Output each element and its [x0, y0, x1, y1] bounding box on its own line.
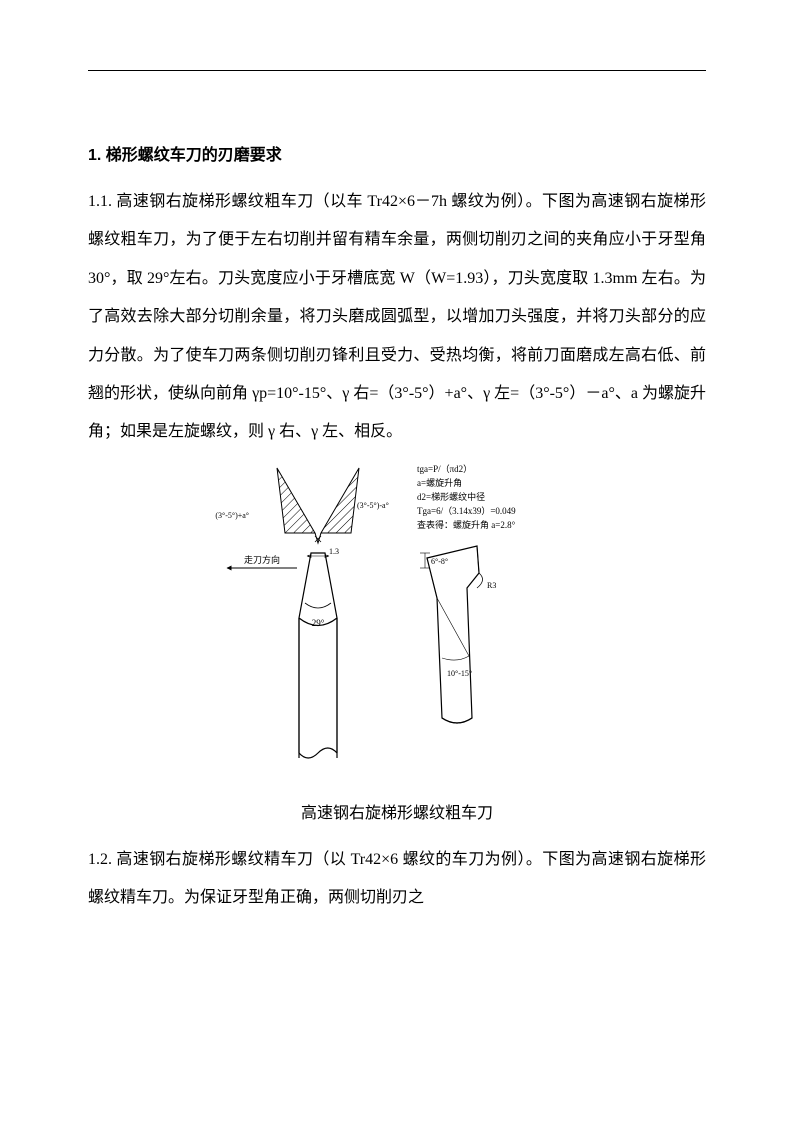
tip-width-label: 1.3: [329, 547, 339, 556]
svg-text:Tga=6/（3.14x39）=0.049: Tga=6/（3.14x39）=0.049: [417, 506, 516, 516]
tip-angle-label: 29°: [312, 618, 325, 628]
top-rule: [88, 70, 706, 71]
tip-angle-arc: [305, 603, 331, 608]
svg-text:6°-8°: 6°-8°: [431, 557, 448, 566]
tool-body-left-view: [299, 553, 337, 758]
svg-text:a=螺旋升角: a=螺旋升角: [417, 477, 462, 488]
figure-container: (3°-5°)+a° (3°-5°)-a° 走刀方向 1.3: [88, 458, 706, 831]
paragraph-2: 1.2. 高速钢右旋梯形螺纹精车刀（以 Tr42×6 螺纹的车刀为例）。下图为高…: [88, 841, 706, 918]
tool-diagram: (3°-5°)+a° (3°-5°)-a° 走刀方向 1.3: [207, 458, 587, 788]
svg-text:查表得：螺旋升角 a=2.8°: 查表得：螺旋升角 a=2.8°: [417, 519, 516, 530]
side-view: R3 6°-8° 10°-15°: [420, 546, 496, 723]
svg-text:R3: R3: [487, 581, 496, 590]
paragraph-1: 1.1. 高速钢右旋梯形螺纹粗车刀（以车 Tr42×6－7h 螺纹为例）。下图为…: [88, 183, 706, 452]
svg-text:10°-15°: 10°-15°: [447, 669, 472, 678]
section-heading: 1. 梯形螺纹车刀的刃磨要求: [88, 141, 706, 165]
thread-profile-left: [277, 468, 315, 533]
angle-left-label: (3°-5°)+a°: [215, 511, 249, 520]
angle-right-label: (3°-5°)-a°: [357, 501, 389, 510]
svg-text:d2=梯形螺纹中径: d2=梯形螺纹中径: [417, 491, 485, 502]
figure-caption: 高速钢右旋梯形螺纹粗车刀: [301, 796, 493, 831]
feed-dir-label: 走刀方向: [244, 554, 280, 565]
document-page: 1. 梯形螺纹车刀的刃磨要求 1.1. 高速钢右旋梯形螺纹粗车刀（以车 Tr42…: [0, 0, 794, 978]
equation-block: tga=P/（πd2） a=螺旋升角 d2=梯形螺纹中径 Tga=6/（3.14…: [417, 464, 516, 530]
svg-text:tga=P/（πd2）: tga=P/（πd2）: [417, 464, 472, 474]
thread-profile-right: [321, 468, 359, 533]
